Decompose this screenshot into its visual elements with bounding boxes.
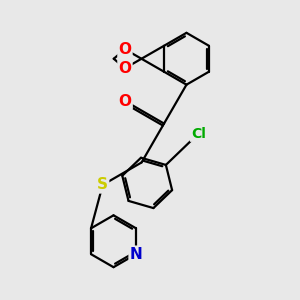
Text: O: O xyxy=(118,42,131,57)
Text: Cl: Cl xyxy=(191,127,206,141)
Text: O: O xyxy=(118,61,131,76)
Text: O: O xyxy=(118,94,132,109)
Text: S: S xyxy=(97,177,108,192)
Text: N: N xyxy=(130,247,142,262)
